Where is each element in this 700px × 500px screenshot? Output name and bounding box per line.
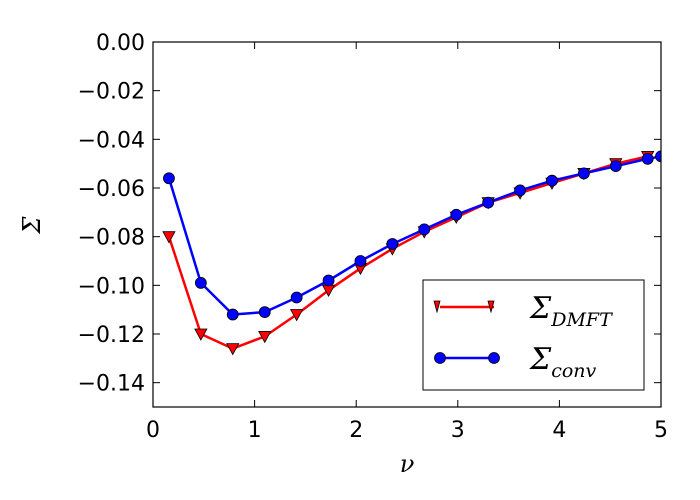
data-point-conv bbox=[482, 196, 495, 209]
x-tick-label: 1 bbox=[248, 418, 262, 443]
y-tick-label: 0.00 bbox=[96, 31, 145, 56]
x-tick-label: 5 bbox=[654, 418, 668, 443]
data-point-dmft bbox=[162, 231, 176, 244]
data-point-conv bbox=[450, 208, 463, 221]
data-point-conv bbox=[322, 274, 335, 287]
y-tick-label: −0.02 bbox=[78, 80, 145, 105]
data-point-conv bbox=[194, 276, 207, 289]
legend-label-dmft-base: Σ bbox=[529, 291, 552, 326]
x-tick-label: 0 bbox=[146, 418, 160, 443]
tick-labels: 0 1 2 3 4 5 0.00 −0.02 −0.04 −0.06 −0.08 −0.10 −0.12… bbox=[78, 31, 668, 443]
legend: ΣDMFT Σconv bbox=[422, 279, 645, 391]
legend-label-dmft-sub: DMFT bbox=[550, 309, 613, 331]
x-tick-label: 4 bbox=[552, 418, 566, 443]
legend-box bbox=[422, 279, 645, 391]
plot-frame bbox=[152, 41, 662, 408]
data-point-conv bbox=[258, 306, 271, 319]
y-tick-label: −0.04 bbox=[78, 128, 145, 153]
x-axis-label: ν bbox=[400, 450, 415, 478]
series-conv bbox=[163, 150, 661, 321]
legend-marker-conv-right bbox=[488, 352, 500, 364]
x-tick-label: 2 bbox=[349, 418, 363, 443]
data-point-conv bbox=[641, 152, 654, 165]
legend-label-conv: Σconv bbox=[529, 342, 597, 382]
data-point-conv bbox=[655, 150, 661, 163]
y-tick-label: −0.14 bbox=[78, 372, 145, 397]
legend-label-conv-base: Σ bbox=[529, 342, 552, 377]
y-tick-label: −0.06 bbox=[78, 177, 145, 202]
data-point-conv bbox=[354, 255, 367, 267]
data-point-conv bbox=[514, 184, 526, 197]
data-point-conv bbox=[290, 291, 303, 304]
data-point-conv bbox=[609, 160, 622, 173]
data-point-conv bbox=[577, 167, 590, 180]
y-tick-label: −0.10 bbox=[78, 274, 145, 299]
series-layer bbox=[162, 150, 661, 356]
legend-marker-dmft-left bbox=[433, 300, 441, 314]
data-point-conv bbox=[163, 172, 175, 185]
y-tick-label: −0.08 bbox=[78, 226, 145, 251]
y-axis-label: Σ bbox=[18, 215, 46, 234]
legend-marker-conv-left bbox=[434, 352, 446, 364]
data-point-conv bbox=[418, 223, 431, 236]
legend-label-conv-sub: conv bbox=[551, 360, 596, 382]
data-point-conv bbox=[226, 308, 239, 321]
data-point-dmft bbox=[258, 331, 272, 344]
data-point-dmft bbox=[194, 328, 208, 341]
data-point-conv bbox=[386, 238, 399, 250]
legend-label-dmft: ΣDMFT bbox=[529, 291, 613, 331]
y-tick-label: −0.12 bbox=[78, 323, 145, 348]
legend-marker-dmft-right bbox=[487, 300, 495, 314]
data-point-conv bbox=[546, 174, 558, 187]
data-point-dmft bbox=[226, 343, 240, 356]
data-point-dmft bbox=[289, 309, 304, 322]
x-tick-label: 3 bbox=[451, 418, 465, 443]
